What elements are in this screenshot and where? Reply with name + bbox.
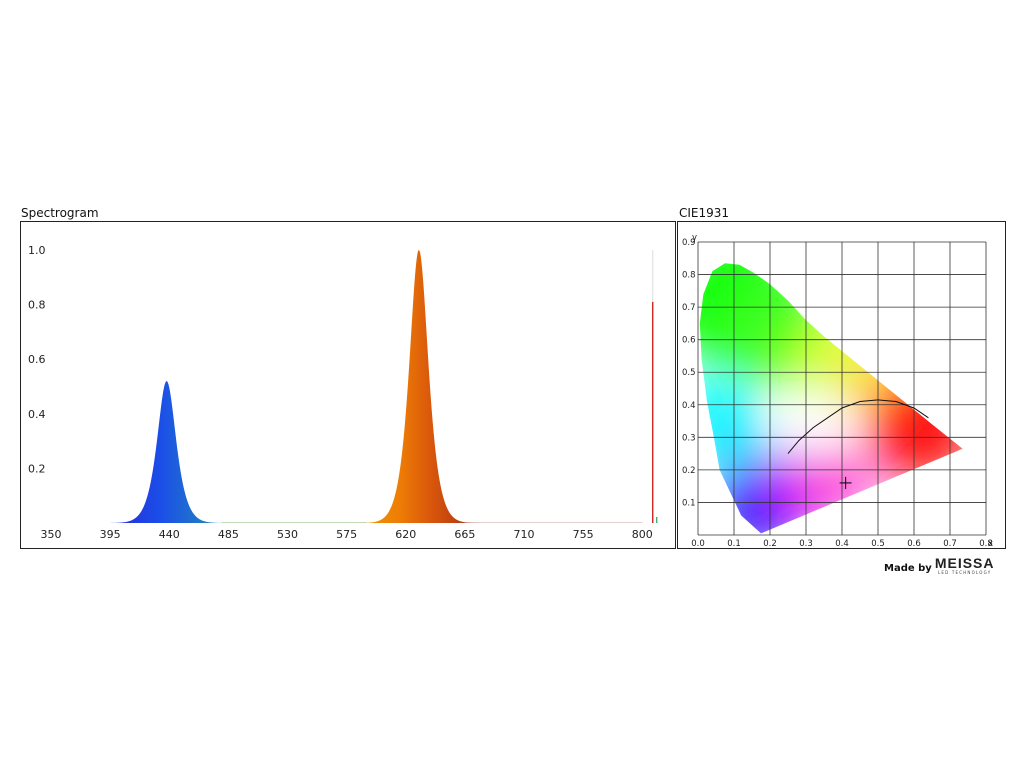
- y-tick-label: 0.6: [28, 353, 46, 366]
- spectrogram-frame: 0.2 0.4 0.6 0.8 1.0 350 395 440 485 530 575 620 665 7…: [20, 221, 676, 549]
- planckian-locus: [787, 399, 929, 454]
- y-tick-label: 0.7: [682, 303, 696, 313]
- x-tick-label: 530: [277, 528, 298, 541]
- x-tick-label: 0.1: [727, 539, 741, 548]
- cie-grid: [697, 241, 987, 536]
- y-tick-label: 0.3: [682, 433, 696, 443]
- meissa-brand: MEISSA: [934, 555, 995, 571]
- cie-gamut: [699, 263, 963, 534]
- spectrogram-chart: 0.2 0.4 0.6 0.8 1.0 350 395 440 485 530 575 620 665 7…: [28, 244, 658, 541]
- y-tick-label: 0.4: [682, 401, 696, 411]
- spectrum-peak-1: [353, 250, 485, 523]
- x-tick-label: 755: [573, 528, 594, 541]
- x-axis-label: x: [988, 539, 993, 548]
- made-by-label: Made by: [884, 563, 932, 574]
- cie-chart: 0.0 0.1 0.2 0.3 0.4 0.5 0.6 0.7 0.8 0.1 0.2 0.3 0.4 0…: [682, 233, 993, 549]
- y-tick-label: 0.2: [682, 466, 696, 476]
- x-tick-label: 665: [454, 528, 475, 541]
- meissa-brand-sub: LED TECHNOLOGY: [937, 570, 992, 575]
- meissa-logo: MEISSA LED TECHNOLOGY: [935, 556, 995, 575]
- spectrum-peak-0: [100, 381, 233, 523]
- x-tick-label: 800: [632, 528, 653, 541]
- x-tick-label: 0.4: [835, 539, 849, 548]
- cie-frame: 0.0 0.1 0.2 0.3 0.4 0.5 0.6 0.7 0.8 0.1 0.2 0.3 0.4 0…: [677, 221, 1006, 549]
- x-tick-label: 0.7: [943, 539, 957, 548]
- x-tick-label: 0.6: [907, 539, 921, 548]
- x-tick-label: 620: [395, 528, 416, 541]
- x-tick-label: 0.8: [979, 539, 993, 548]
- y-tick-label: 0.1: [682, 498, 696, 508]
- y-tick-label: 0.2: [28, 462, 46, 475]
- y-tick-label: 0.8: [28, 299, 46, 312]
- y-tick-label: 0.9: [682, 238, 696, 248]
- y-tick-label: 0.4: [28, 408, 46, 421]
- y-tick-label: 0.6: [682, 336, 696, 346]
- x-tick-label: 575: [336, 528, 357, 541]
- x-tick-label: 440: [159, 528, 180, 541]
- x-tick-label: 0.0: [691, 539, 705, 548]
- x-tick-label: 0.3: [799, 539, 813, 548]
- y-tick-label: 0.8: [682, 271, 696, 281]
- y-axis-label: y: [692, 233, 697, 243]
- y-tick-label: 0.5: [682, 368, 696, 378]
- spectrogram-title: Spectrogram: [21, 206, 99, 220]
- x-tick-label: 350: [41, 528, 62, 541]
- cie-title: CIE1931: [679, 206, 730, 220]
- x-tick-label: 0.5: [871, 539, 885, 548]
- y-tick-label: 1.0: [28, 244, 46, 257]
- x-tick-label: 0.2: [763, 539, 777, 548]
- x-tick-label: 485: [218, 528, 239, 541]
- x-tick-label: 710: [513, 528, 534, 541]
- x-tick-label: 395: [100, 528, 121, 541]
- made-by-credit: Made by MEISSA LED TECHNOLOGY: [884, 556, 995, 575]
